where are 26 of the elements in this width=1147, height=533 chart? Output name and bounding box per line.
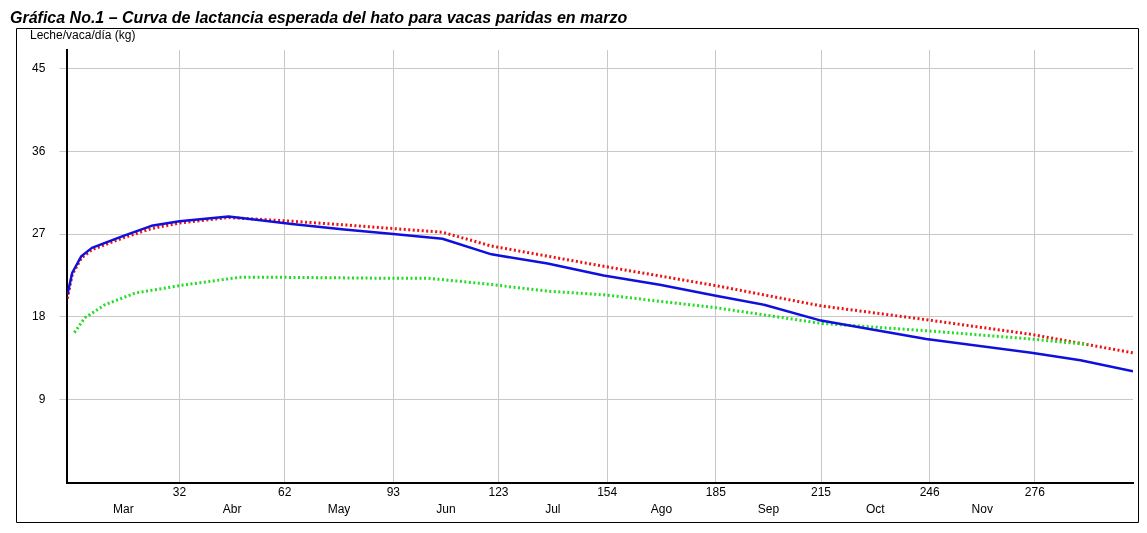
- x-tick-label: 276: [1024, 485, 1046, 500]
- x-tick-label: 62: [278, 485, 292, 500]
- y-tick-label: 36: [31, 143, 46, 158]
- x-tick-label: 32: [172, 485, 187, 500]
- text: Mar: [113, 502, 134, 517]
- text: Jul: [545, 502, 561, 517]
- x-tick-label: 215: [811, 485, 832, 500]
- y-tick-label: 27: [31, 226, 46, 241]
- text: Sep: [757, 502, 780, 517]
- chart-title: Gráfica No.1 – Curva de lactancia esperada del hato para vacas paridas en marzo: [9, 8, 629, 28]
- text: Oct: [866, 502, 886, 517]
- text: May: [327, 502, 351, 517]
- x-tick-label: 93: [386, 485, 401, 500]
- line-series: [72, 275, 1089, 347]
- y-tick-label: 9: [38, 392, 46, 407]
- y-tick-label: 45: [31, 60, 46, 75]
- y-axis-title: Leche/vaca/día (kg): [30, 28, 136, 43]
- x-tick-label: 154: [597, 485, 618, 500]
- text: Abr: [222, 502, 242, 517]
- x-tick-label: 246: [919, 485, 941, 500]
- text: Nov: [971, 502, 993, 517]
- text: Jun: [436, 502, 456, 517]
- x-tick-label: 185: [705, 485, 727, 500]
- text: Ago: [650, 502, 673, 517]
- y-tick-label: 18: [31, 309, 46, 324]
- x-tick-label: 123: [488, 485, 509, 500]
